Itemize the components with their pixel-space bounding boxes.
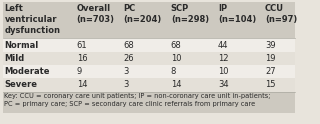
Text: Key: CCU = coronary care unit patients; IP = non-coronary care unit in-patients;: Key: CCU = coronary care unit patients; …: [4, 93, 271, 107]
Text: 3: 3: [124, 67, 129, 76]
FancyBboxPatch shape: [3, 78, 295, 92]
Text: IP
(n=104): IP (n=104): [218, 4, 256, 24]
FancyBboxPatch shape: [3, 65, 295, 78]
Text: CCU
(n=97): CCU (n=97): [265, 4, 297, 24]
Text: 10: 10: [171, 54, 181, 63]
Text: Overall
(n=703): Overall (n=703): [77, 4, 115, 24]
Text: Normal: Normal: [4, 41, 39, 50]
Text: PC
(n=204): PC (n=204): [124, 4, 162, 24]
Text: 68: 68: [171, 41, 181, 50]
Text: SCP
(n=298): SCP (n=298): [171, 4, 209, 24]
Text: 12: 12: [218, 54, 228, 63]
Text: 14: 14: [171, 80, 181, 89]
FancyBboxPatch shape: [3, 52, 295, 65]
Text: 16: 16: [77, 54, 87, 63]
Text: 39: 39: [265, 41, 276, 50]
FancyBboxPatch shape: [3, 2, 295, 38]
Text: 44: 44: [218, 41, 228, 50]
Text: 61: 61: [77, 41, 87, 50]
FancyBboxPatch shape: [3, 92, 295, 113]
Text: 9: 9: [77, 67, 82, 76]
Text: Severe: Severe: [4, 80, 37, 89]
Text: Left
ventricular
dysfunction: Left ventricular dysfunction: [4, 4, 60, 35]
Text: 26: 26: [124, 54, 134, 63]
Text: Mild: Mild: [4, 54, 25, 63]
FancyBboxPatch shape: [3, 38, 295, 52]
Text: 34: 34: [218, 80, 228, 89]
Text: 68: 68: [124, 41, 134, 50]
Text: 15: 15: [265, 80, 276, 89]
Text: 27: 27: [265, 67, 276, 76]
Text: 10: 10: [218, 67, 228, 76]
Text: 14: 14: [77, 80, 87, 89]
Text: 8: 8: [171, 67, 176, 76]
Text: Moderate: Moderate: [4, 67, 50, 76]
Text: 19: 19: [265, 54, 276, 63]
Text: 3: 3: [124, 80, 129, 89]
